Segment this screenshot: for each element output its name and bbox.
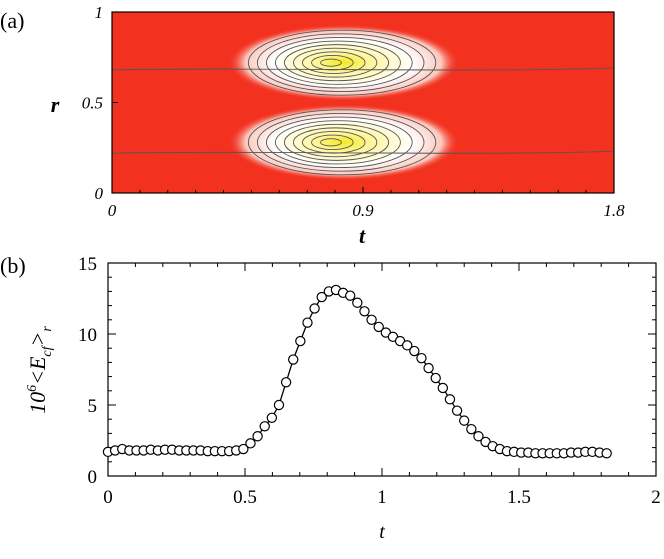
data-point [409, 345, 420, 357]
data-point [466, 423, 477, 435]
panel-b-ylabel: 106<Ecf>r [25, 326, 55, 414]
data-point [345, 290, 356, 301]
x-tick-label: 0 [103, 487, 113, 508]
data-point [238, 443, 249, 455]
heatmap-lobe [227, 104, 460, 181]
data-point [430, 372, 441, 384]
x-tick-label: 0 [108, 201, 117, 220]
panel-a-ylabel: r [51, 92, 60, 117]
x-tick-label: 1.8 [603, 201, 625, 220]
x-tick-label: 1 [377, 487, 387, 508]
contour-line [274, 40, 401, 85]
data-point [473, 431, 484, 442]
data-point [451, 405, 463, 416]
data-point [402, 340, 413, 351]
contour-line [265, 116, 413, 169]
panel-a-label: (a) [0, 8, 24, 33]
y-tick-label: 0 [88, 467, 98, 488]
contour-line [247, 109, 437, 176]
contour-line [293, 47, 378, 78]
data-point [459, 415, 470, 426]
contour-line [293, 127, 378, 158]
panel-b: (b) 0 0.5 1 1.5 2 0 5 10 15 t 106<Ecf>r [0, 253, 661, 543]
y-tick-label: 0.5 [82, 94, 103, 113]
contour-line [256, 112, 425, 172]
x-tick-label: 0.5 [233, 487, 257, 508]
panel-b-label: (b) [0, 253, 26, 278]
x-tick-label: 0.9 [352, 201, 374, 220]
data-point [245, 438, 256, 449]
contour-line [284, 123, 390, 161]
data-point [423, 362, 434, 374]
data-point [444, 394, 456, 405]
contour-line [112, 67, 614, 71]
contour-line [302, 51, 366, 74]
y-tick-label: 5 [88, 396, 98, 417]
data-point [352, 297, 363, 308]
y-tick-label: 10 [78, 325, 97, 346]
data-point [309, 303, 320, 314]
data-point [295, 335, 306, 347]
contour-line [320, 58, 342, 67]
contour-line [320, 138, 342, 147]
y-tick-label: 15 [78, 254, 97, 275]
data-point [273, 399, 285, 411]
contour-line [284, 44, 390, 82]
data-point [416, 352, 427, 364]
data-point [366, 314, 377, 325]
data-point [437, 382, 449, 394]
y-tick-label: 1 [95, 3, 104, 22]
x-tick-label: 1.5 [507, 487, 531, 508]
contour-line [256, 33, 425, 93]
contour-line [274, 120, 401, 165]
data-point [316, 291, 327, 303]
data-point [601, 448, 612, 459]
plot-frame [107, 262, 657, 477]
contour-line [112, 150, 614, 154]
contour-line [247, 29, 437, 96]
data-point [373, 321, 384, 333]
data-point [359, 306, 370, 317]
contour-line [311, 134, 354, 150]
y-tick-label: 0 [95, 184, 104, 203]
panel-a: (a) 0 0.9 1.8 0 0.5 1 t r [0, 3, 625, 248]
data-point [302, 317, 313, 328]
x-tick-label: 2 [651, 487, 661, 508]
data-point [266, 412, 278, 423]
panel-a-xlabel: t [359, 223, 366, 248]
data-point [252, 431, 263, 442]
data-point [259, 421, 270, 432]
panel-b-xlabel: t [379, 521, 385, 543]
heatmap-lobe [227, 24, 460, 101]
data-point [280, 377, 292, 388]
data-point [288, 354, 299, 365]
contour-line [265, 36, 413, 89]
